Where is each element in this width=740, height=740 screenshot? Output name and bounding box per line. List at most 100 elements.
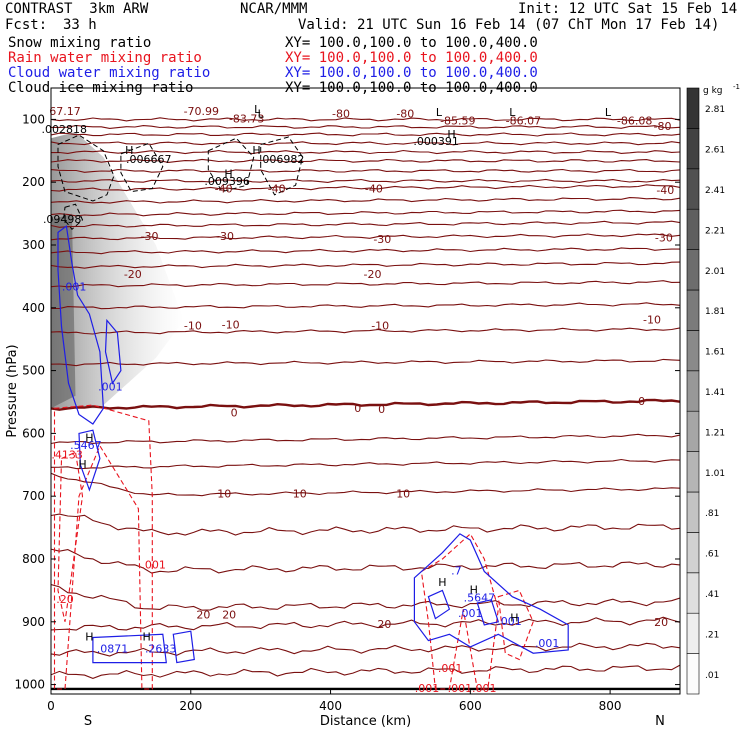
isotherm-line bbox=[51, 358, 680, 367]
y-tick-label: 500 bbox=[22, 364, 45, 378]
x-tick-label: 600 bbox=[459, 699, 482, 713]
y-tick-label: 100 bbox=[22, 112, 45, 126]
colorbar-swatch bbox=[686, 612, 700, 654]
colorbar-swatch bbox=[686, 330, 700, 372]
cloud-water-label: .0871 bbox=[97, 642, 129, 655]
cloud-water-label: .001 bbox=[98, 381, 123, 394]
high-marker: H bbox=[224, 168, 232, 181]
cloud-ice-contours bbox=[57, 134, 304, 231]
isotherm-line bbox=[51, 209, 680, 217]
high-marker: H bbox=[252, 144, 260, 157]
cloud-water-label: .5467 bbox=[70, 439, 102, 452]
x-tick-label: 400 bbox=[319, 699, 342, 713]
cloud-water-label: .7 bbox=[451, 565, 462, 578]
colorbar-swatch bbox=[686, 249, 700, 291]
temperature-label: -70.99 bbox=[184, 105, 219, 118]
y-tick-label: 300 bbox=[22, 238, 45, 252]
low-marker: L bbox=[605, 106, 612, 119]
temperature-label: 20 bbox=[654, 616, 668, 629]
high-marker: H bbox=[470, 583, 478, 596]
ice-contour bbox=[260, 136, 304, 196]
field-rain-xy: XY= 100.0,100.0 to 100.0,400.0 bbox=[285, 50, 538, 66]
rain-contour bbox=[57, 451, 84, 622]
temperature-label: -40 bbox=[365, 183, 383, 196]
colorbar-swatch bbox=[686, 87, 700, 129]
temperature-label: -40 bbox=[215, 183, 233, 196]
temperature-label: 20 bbox=[222, 609, 236, 622]
rain-contours bbox=[53, 404, 534, 690]
colorbar-label: .61 bbox=[705, 550, 719, 560]
temperature-label: -20 bbox=[124, 268, 142, 281]
temperature-label: 10 bbox=[396, 487, 410, 500]
temperature-label: -30 bbox=[216, 230, 234, 243]
isotherm-line bbox=[51, 132, 680, 137]
temperature-label: 0 bbox=[638, 395, 645, 408]
isotherm-line bbox=[51, 158, 680, 163]
x-tick-label: 0 bbox=[47, 699, 55, 713]
colorbar-swatch bbox=[686, 491, 700, 533]
isotherm-line bbox=[51, 220, 680, 228]
cloud-water-contour bbox=[104, 318, 122, 385]
field-cloud-water-xy: XY= 100.0,100.0 to 100.0,400.0 bbox=[285, 65, 538, 81]
low-marker: L bbox=[509, 106, 516, 119]
temperature-label: -30 bbox=[141, 230, 159, 243]
colorbar-label: 2.81 bbox=[705, 105, 725, 115]
contour-labels: 67.17 -70.99 -83.73 -80 -80 -85.59 -86.07 -86.0… bbox=[42, 103, 675, 695]
colorbar-swatch bbox=[686, 532, 700, 574]
temperature-label: -20 bbox=[364, 268, 382, 281]
colorbar-swatch bbox=[686, 168, 700, 210]
isotherm-line bbox=[51, 197, 680, 204]
ice-contour bbox=[207, 137, 255, 193]
header-fcst-value: 33 h bbox=[63, 17, 97, 33]
low-marker: L bbox=[258, 107, 265, 120]
header-title: CONTRAST 3km ARW bbox=[5, 1, 149, 17]
header-fcst-label: Fcst: bbox=[5, 17, 48, 33]
colorbar-swatch bbox=[686, 128, 700, 170]
isotherm-line bbox=[51, 513, 680, 536]
endpoint-left: S bbox=[84, 714, 92, 729]
cloud-water-label: .001 bbox=[62, 281, 87, 294]
isotherm-line bbox=[51, 280, 680, 288]
cloud-water-contours bbox=[57, 225, 569, 664]
ice-contour bbox=[63, 203, 84, 231]
temperature-label: -10 bbox=[222, 318, 240, 331]
temperature-label: 20 bbox=[377, 618, 391, 631]
colorbar-label: 1.61 bbox=[705, 348, 725, 358]
cloud-water-label: .001 bbox=[535, 637, 560, 650]
header-center: NCAR/MMM bbox=[240, 1, 308, 17]
low-marker: L bbox=[436, 106, 443, 119]
high-marker: H bbox=[438, 576, 446, 589]
isotherm-line bbox=[51, 548, 680, 574]
rain-contour bbox=[53, 404, 153, 690]
rain-label: .001 bbox=[415, 682, 440, 695]
temperature-label: -86.08 bbox=[617, 114, 652, 127]
colorbar-label: .01 bbox=[705, 671, 719, 681]
plot-frame-rect bbox=[50, 87, 681, 695]
colorbar-swatch bbox=[686, 208, 700, 250]
colorbar-label: 2.21 bbox=[705, 226, 725, 236]
rain-label: .001 bbox=[438, 662, 463, 675]
snow-shading-core bbox=[51, 213, 76, 409]
ice-label: .009396 bbox=[204, 175, 250, 188]
colorbar-label: 1.01 bbox=[705, 469, 725, 479]
y-tick-label: 600 bbox=[22, 426, 45, 440]
y-tick-label: 900 bbox=[22, 615, 45, 629]
colorbar: .01 .21 .41 .61 .81 1.01 1.21 1.41 1.61 1.81 2.01 2… bbox=[686, 83, 740, 695]
temperature-label: -80 bbox=[332, 107, 350, 120]
colorbar-swatch bbox=[686, 410, 700, 452]
isotherm-line bbox=[51, 247, 680, 255]
x-axis-label: Distance (km) bbox=[320, 714, 411, 729]
field-rain-name: Rain water mixing ratio bbox=[8, 50, 202, 66]
colorbar-swatch bbox=[686, 451, 700, 493]
rain-contour bbox=[420, 533, 499, 690]
high-marker: H bbox=[125, 144, 133, 157]
colorbar-label: 2.01 bbox=[705, 267, 725, 277]
isotherm-line bbox=[51, 458, 680, 470]
cloud-water-contour bbox=[92, 633, 167, 664]
isotherm-line bbox=[51, 261, 680, 269]
temperature-label: -30 bbox=[373, 233, 391, 246]
cloud-water-label: .5647 bbox=[464, 592, 496, 605]
rain-label: .4133 bbox=[51, 448, 83, 461]
high-marker: H bbox=[143, 631, 151, 644]
